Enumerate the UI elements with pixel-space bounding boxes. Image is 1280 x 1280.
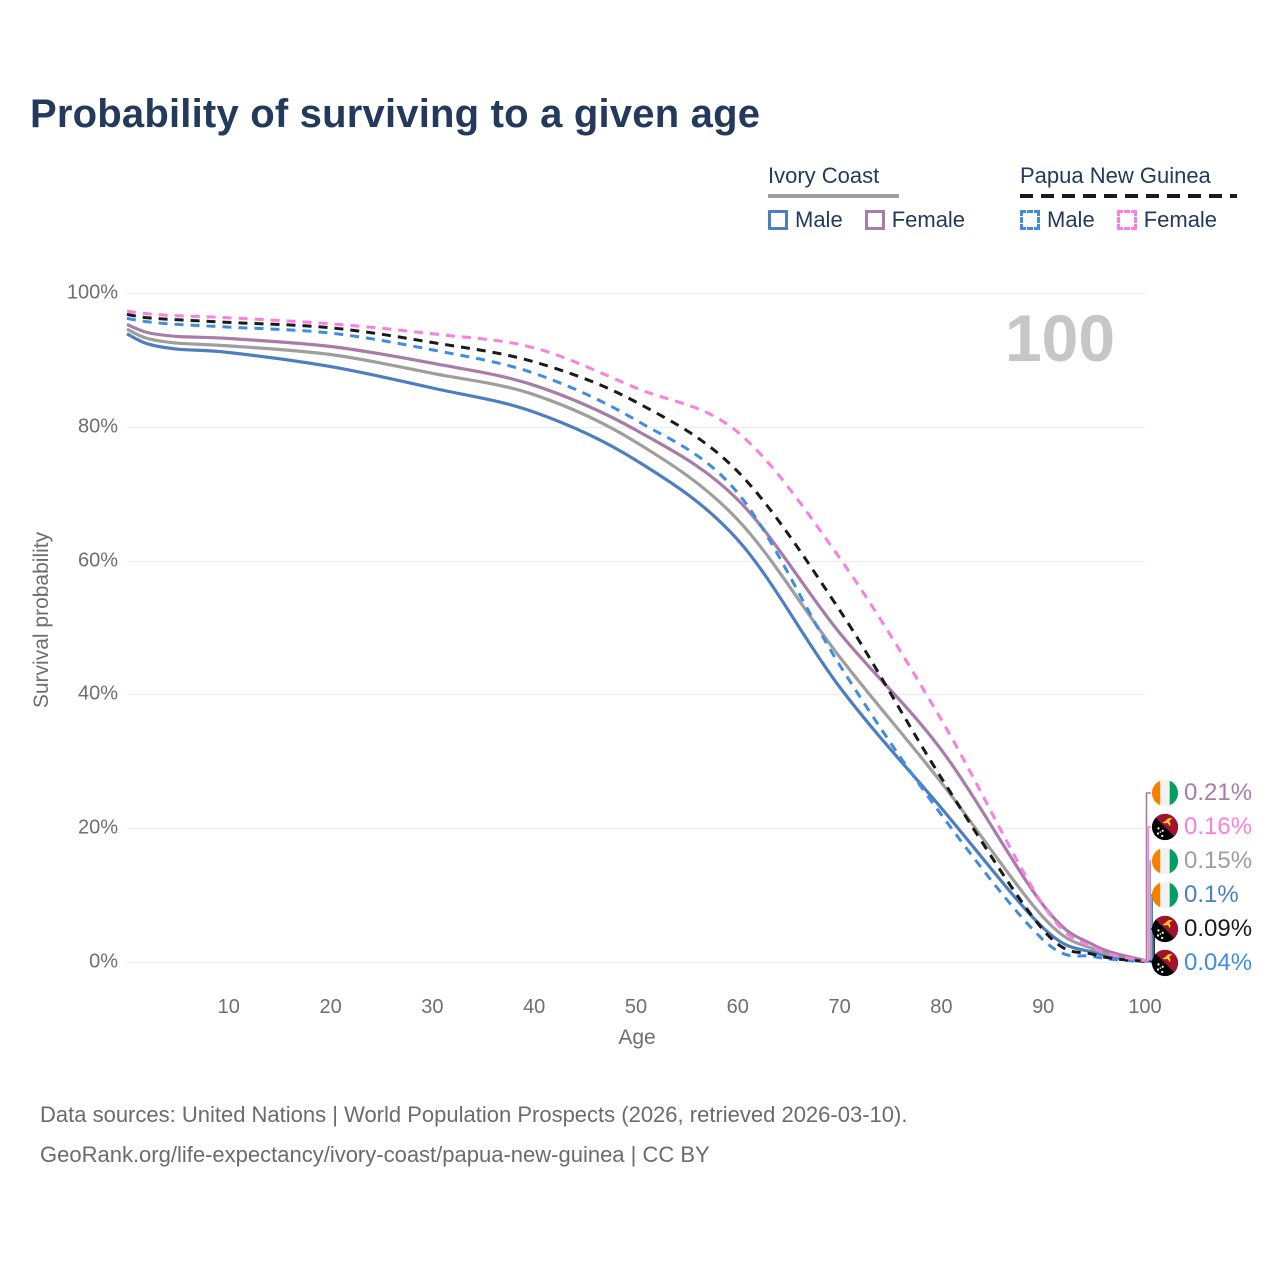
end-label-value: 0.04% bbox=[1184, 949, 1253, 976]
end-label-value: 0.15% bbox=[1184, 847, 1253, 874]
end-label-papua-new-guinea-female[interactable]: 0.16% bbox=[1151, 813, 1252, 841]
y-axis-title: Survival probability bbox=[30, 531, 53, 709]
x-tick-label: 40 bbox=[523, 996, 546, 1018]
y-tick-label: 20% bbox=[77, 816, 118, 839]
legend-heading-papua-new-guinea: Papua New Guinea bbox=[1020, 163, 1211, 188]
y-tick-label: 100% bbox=[66, 281, 118, 304]
y-tick-label: 80% bbox=[77, 415, 118, 438]
gridline bbox=[127, 828, 1145, 830]
legend-item-ivory-coast-male[interactable]: Male bbox=[768, 207, 843, 233]
legend-underline-dashed bbox=[1020, 194, 1237, 198]
series-line-ivory-coast-female[interactable] bbox=[126, 322, 1146, 963]
gridline bbox=[127, 426, 1145, 428]
ivory-coast-flag-icon bbox=[1151, 847, 1179, 875]
gridline bbox=[127, 293, 1145, 294]
ivory-coast-flag-icon bbox=[1151, 779, 1179, 807]
end-label-ivory-coast-both-sexes[interactable]: 0.15% bbox=[1151, 847, 1252, 875]
legend-group-papua-new-guinea: Papua New Guinea Male Female bbox=[1020, 163, 1237, 233]
series-line-ivory-coast-male[interactable] bbox=[126, 332, 1146, 963]
series-line-papua-new-guinea-female[interactable] bbox=[126, 309, 1146, 963]
x-tick-label: 80 bbox=[930, 996, 953, 1018]
page-title: Probability of surviving to a given age bbox=[30, 92, 761, 136]
end-label-ivory-coast-male[interactable]: 0.1% bbox=[1151, 881, 1239, 909]
legend-item-label: Male bbox=[1047, 207, 1095, 232]
data-source-note: Data sources: United Nations | World Pop… bbox=[40, 1102, 908, 1127]
y-tick-label: 60% bbox=[77, 549, 118, 572]
gridline bbox=[127, 694, 1145, 696]
end-label-value: 0.1% bbox=[1184, 881, 1239, 908]
legend-underline-solid bbox=[768, 194, 899, 198]
papua-new-guinea-flag-icon bbox=[1151, 915, 1179, 943]
end-label-value: 0.09% bbox=[1184, 915, 1253, 942]
end-label-value: 0.21% bbox=[1184, 779, 1253, 806]
x-tick-label: 50 bbox=[624, 996, 648, 1018]
series-line-papua-new-guinea-male[interactable] bbox=[126, 316, 1146, 964]
x-tick-label: 70 bbox=[828, 996, 851, 1018]
legend-swatch-solid-icon bbox=[864, 210, 885, 230]
legend-swatch-dashed-icon bbox=[1020, 210, 1040, 230]
legend-heading-ivory-coast: Ivory Coast bbox=[768, 163, 880, 188]
end-label-papua-new-guinea-both-sexes[interactable]: 0.09% bbox=[1151, 915, 1252, 943]
x-tick-label: 30 bbox=[421, 996, 444, 1018]
gridline bbox=[127, 962, 1145, 963]
ivory-coast-flag-icon bbox=[1151, 881, 1179, 909]
hovered-age-watermark: 100 bbox=[1004, 301, 1116, 375]
legend-item-label: Female bbox=[1143, 207, 1218, 232]
x-tick-label: 20 bbox=[319, 996, 342, 1018]
legend-swatch-solid-icon bbox=[768, 210, 788, 230]
x-tick-label: 90 bbox=[1032, 996, 1055, 1018]
x-tick-label: 100 bbox=[1128, 996, 1162, 1018]
legend-item-ivory-coast-female[interactable]: Female bbox=[864, 207, 966, 233]
x-tick-label: 10 bbox=[217, 996, 240, 1018]
end-label-papua-new-guinea-male[interactable]: 0.04% bbox=[1151, 949, 1252, 977]
end-label-value: 0.16% bbox=[1184, 813, 1253, 840]
series-line-ivory-coast-both-sexes[interactable] bbox=[126, 327, 1146, 963]
x-axis-title: Age bbox=[618, 1026, 656, 1049]
x-tick-label: 60 bbox=[726, 996, 749, 1018]
legend-group-ivory-coast: Ivory Coast Male Female bbox=[768, 163, 965, 233]
survival-probability-chart[interactable] bbox=[126, 293, 1280, 964]
y-tick-label: 0% bbox=[89, 950, 118, 973]
gridline bbox=[127, 560, 1145, 562]
legend-item-label: Female bbox=[891, 207, 966, 232]
legend-swatch-dashed-icon bbox=[1116, 210, 1137, 230]
end-label-ivory-coast-female[interactable]: 0.21% bbox=[1151, 779, 1252, 807]
legend-item-papua-new-guinea-male[interactable]: Male bbox=[1020, 207, 1095, 233]
attribution-link[interactable]: GeoRank.org/life-expectancy/ivory-coast/… bbox=[40, 1142, 710, 1167]
end-label-leader-line bbox=[1145, 826, 1151, 962]
legend-item-label: Male bbox=[795, 207, 843, 232]
legend-item-papua-new-guinea-female[interactable]: Female bbox=[1116, 207, 1218, 233]
papua-new-guinea-flag-icon bbox=[1151, 813, 1179, 841]
y-tick-label: 40% bbox=[77, 682, 118, 705]
series-line-papua-new-guinea-both-sexes[interactable] bbox=[126, 312, 1146, 963]
papua-new-guinea-flag-icon bbox=[1151, 949, 1179, 977]
